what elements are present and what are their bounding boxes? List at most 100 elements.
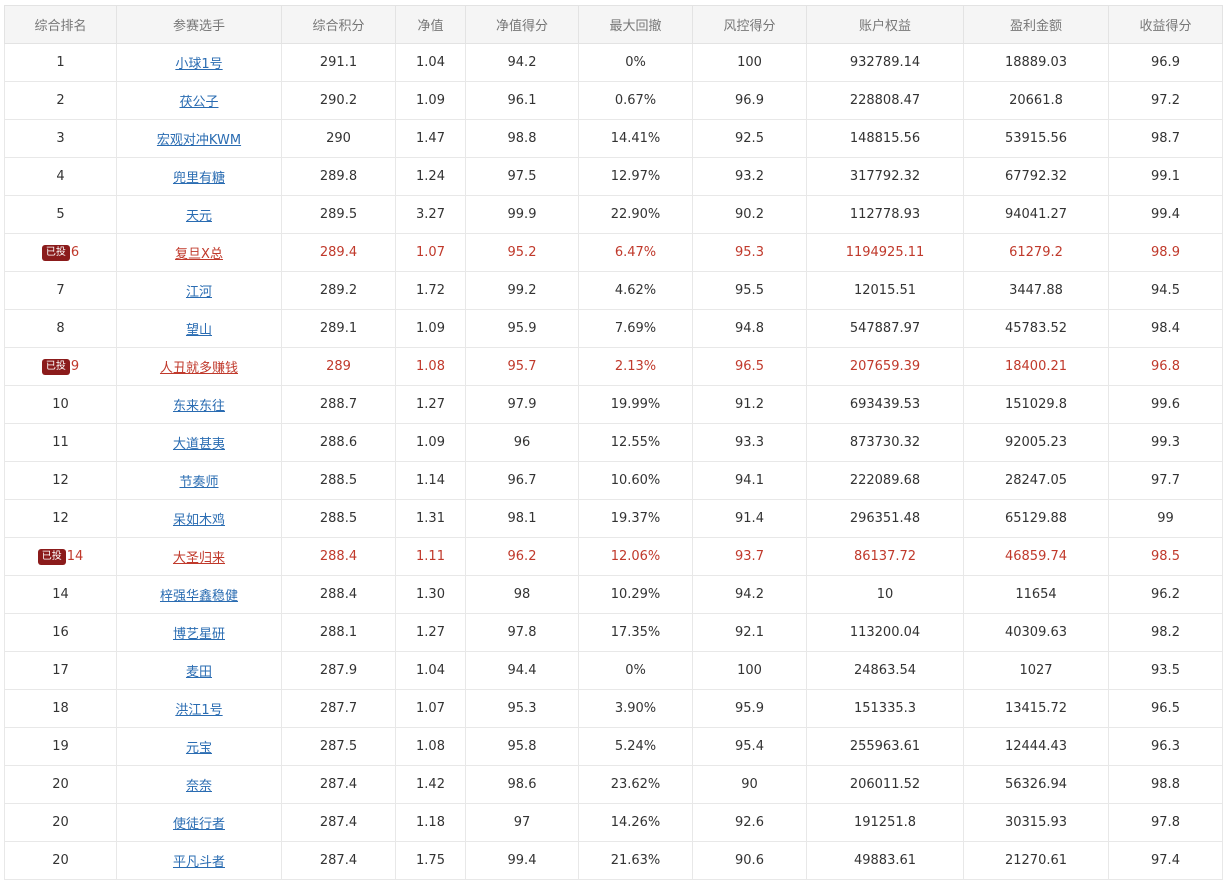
cell-drawdown: 14.26% (578, 803, 693, 842)
rank-value: 12 (52, 511, 69, 526)
cell-drawdown: 14.41% (578, 119, 693, 158)
cell-equity: 547887.97 (806, 309, 964, 348)
cell-risk-score: 95.5 (692, 271, 807, 310)
cell-profit: 56326.94 (963, 765, 1109, 804)
cell-drawdown: 12.97% (578, 157, 693, 196)
cell-nav-score: 96.2 (465, 537, 579, 576)
table-row: 12 节奏师 288.5 1.14 96.7 10.60% 94.1 222089.68 282… (4, 461, 1223, 500)
rank-value: 11 (52, 435, 69, 450)
cell-return-score: 98.9 (1108, 233, 1223, 272)
cell-drawdown: 19.37% (578, 499, 693, 538)
cell-player: 兜里有糖 (116, 157, 282, 196)
cell-equity: 191251.8 (806, 803, 964, 842)
cell-nav: 1.27 (395, 385, 466, 424)
table-row: 20 使徒行者 287.4 1.18 97 14.26% 92.6 191251.8 30315… (4, 803, 1223, 842)
cell-profit: 18889.03 (963, 43, 1109, 82)
cell-return-score: 99 (1108, 499, 1223, 538)
player-link[interactable]: 宏观对冲KWM (156, 133, 242, 148)
player-link[interactable]: 大圣归来 (172, 551, 225, 566)
cell-nav-score: 98.1 (465, 499, 579, 538)
cell-risk-score: 95.3 (692, 233, 807, 272)
rank-value: 16 (52, 625, 69, 640)
cell-return-score: 98.7 (1108, 119, 1223, 158)
cell-score: 289.8 (281, 157, 396, 196)
cell-score: 287.9 (281, 651, 396, 690)
cell-profit: 1027 (963, 651, 1109, 690)
table-row: 18 洪江1号 287.7 1.07 95.3 3.90% 95.9 151335.3 1341… (4, 689, 1223, 728)
cell-nav: 1.11 (395, 537, 466, 576)
cell-profit: 3447.88 (963, 271, 1109, 310)
player-link[interactable]: 平凡斗者 (172, 855, 225, 870)
cell-score: 288.5 (281, 461, 396, 500)
header-profit: 盈利金额 (963, 5, 1109, 44)
cell-equity: 932789.14 (806, 43, 964, 82)
cell-return-score: 96.3 (1108, 727, 1223, 766)
cell-nav-score: 96.7 (465, 461, 579, 500)
cell-player: 望山 (116, 309, 282, 348)
player-link[interactable]: 麦田 (185, 665, 212, 680)
player-link[interactable]: 大道甚夷 (172, 437, 225, 452)
cell-risk-score: 93.2 (692, 157, 807, 196)
cell-rank: 1 (4, 43, 117, 82)
cell-player: 元宝 (116, 727, 282, 766)
player-link[interactable]: 博艺星研 (172, 627, 225, 642)
cell-nav-score: 95.2 (465, 233, 579, 272)
player-link[interactable]: 望山 (185, 323, 212, 338)
player-link[interactable]: 洪江1号 (175, 703, 223, 718)
rank-value: 4 (56, 169, 65, 184)
cell-return-score: 97.8 (1108, 803, 1223, 842)
cell-equity: 255963.61 (806, 727, 964, 766)
cell-nav-score: 95.7 (465, 347, 579, 386)
player-link[interactable]: 奈奈 (185, 779, 212, 794)
player-link[interactable]: 人丑就多赚钱 (159, 361, 238, 376)
cell-score: 288.4 (281, 537, 396, 576)
cell-profit: 46859.74 (963, 537, 1109, 576)
cell-drawdown: 23.62% (578, 765, 693, 804)
player-link[interactable]: 元宝 (185, 741, 212, 756)
cell-rank: 7 (4, 271, 117, 310)
cell-rank: 16 (4, 613, 117, 652)
cell-return-score: 99.3 (1108, 423, 1223, 462)
player-link[interactable]: 节奏师 (179, 475, 219, 490)
invested-badge: 已投 (37, 548, 66, 565)
cell-risk-score: 91.4 (692, 499, 807, 538)
player-link[interactable]: 东来东往 (172, 399, 225, 414)
player-link[interactable]: 呆如木鸡 (172, 513, 225, 528)
player-link[interactable]: 小球1号 (175, 57, 223, 72)
cell-risk-score: 96.9 (692, 81, 807, 120)
cell-equity: 148815.56 (806, 119, 964, 158)
cell-rank: 12 (4, 499, 117, 538)
header-return-score: 收益得分 (1108, 5, 1223, 44)
player-link[interactable]: 梓强华鑫稳健 (159, 589, 238, 604)
cell-nav-score: 96 (465, 423, 579, 462)
cell-return-score: 96.8 (1108, 347, 1223, 386)
cell-rank: 12 (4, 461, 117, 500)
table-row: 8 望山 289.1 1.09 95.9 7.69% 94.8 547887.97 45783.… (4, 309, 1223, 348)
cell-return-score: 98.4 (1108, 309, 1223, 348)
player-link[interactable]: 江河 (185, 285, 212, 300)
player-link[interactable]: 天元 (185, 209, 212, 224)
cell-nav: 1.72 (395, 271, 466, 310)
cell-score: 287.7 (281, 689, 396, 728)
cell-drawdown: 12.06% (578, 537, 693, 576)
cell-player: 麦田 (116, 651, 282, 690)
cell-rank: 18 (4, 689, 117, 728)
cell-rank: 已投 9 (4, 347, 117, 386)
player-link[interactable]: 复旦X总 (175, 247, 223, 262)
cell-drawdown: 0% (578, 43, 693, 82)
cell-return-score: 99.6 (1108, 385, 1223, 424)
cell-nav-score: 97.9 (465, 385, 579, 424)
cell-score: 287.4 (281, 841, 396, 880)
cell-score: 288.7 (281, 385, 396, 424)
rank-value: 14 (52, 587, 69, 602)
cell-score: 289.1 (281, 309, 396, 348)
cell-nav: 1.75 (395, 841, 466, 880)
cell-player: 东来东往 (116, 385, 282, 424)
player-link[interactable]: 使徒行者 (172, 817, 225, 832)
player-link[interactable]: 茯公子 (179, 95, 219, 110)
rank-value: 20 (52, 777, 69, 792)
cell-equity: 10 (806, 575, 964, 614)
table-row: 20 奈奈 287.4 1.42 98.6 23.62% 90 206011.52 56326.… (4, 765, 1223, 804)
player-link[interactable]: 兜里有糖 (172, 171, 225, 186)
cell-profit: 12444.43 (963, 727, 1109, 766)
